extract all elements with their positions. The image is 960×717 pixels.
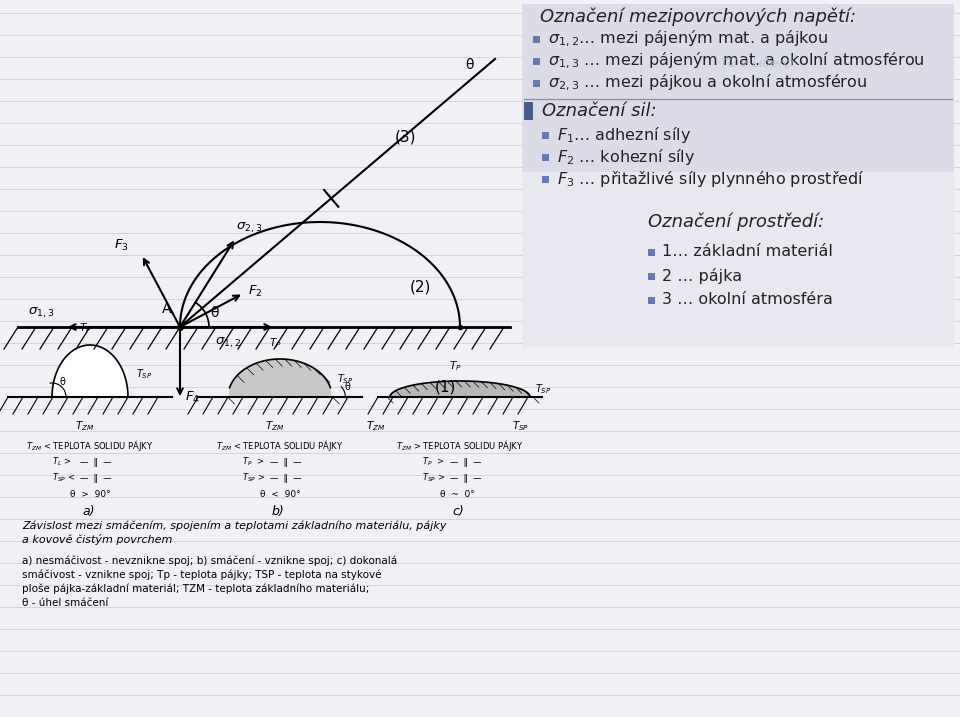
Text: θ  >  90°: θ > 90° [70, 490, 110, 499]
Text: $T_{ZM}$: $T_{ZM}$ [75, 419, 95, 433]
Text: $\sigma_{1,3}$: $\sigma_{1,3}$ [28, 305, 54, 320]
Text: $\sigma_{1,2}$… mezi pájeným mat. a pájkou: $\sigma_{1,2}$… mezi pájeným mat. a pájk… [548, 29, 828, 49]
Text: ploše pájka-základní materiál; TZM - teplota základního materiálu;: ploše pájka-základní materiál; TZM - tep… [22, 584, 370, 594]
Text: θ: θ [60, 377, 66, 387]
Text: $\sigma_{1,2}$: $\sigma_{1,2}$ [215, 336, 241, 350]
Text: $\sigma_{1,3}$ … mezi pájeným mat. a okolní atmosférou: $\sigma_{1,3}$ … mezi pájeným mat. a oko… [548, 51, 924, 71]
Text: —  ‖  —: — ‖ — [450, 458, 482, 467]
Text: $T_P$  >: $T_P$ > [422, 456, 444, 468]
Text: $T_{ZM}$: $T_{ZM}$ [366, 419, 385, 433]
Text: (3): (3) [395, 130, 417, 145]
Text: $T_{ZM}$ < TEPLOTA SOLIDU PÁJKY: $T_{ZM}$ < TEPLOTA SOLIDU PÁJKY [216, 438, 344, 453]
Bar [522, 172, 954, 347]
Text: A: A [162, 302, 172, 316]
Text: Označení mezipovrchových napětí:: Označení mezipovrchových napětí: [540, 8, 856, 27]
Text: 1… základní materiál: 1… základní materiál [662, 244, 833, 260]
Bar [524, 102, 533, 120]
Text: $T_P$: $T_P$ [448, 359, 462, 373]
Bar [648, 272, 655, 280]
Text: $F_4$: $F_4$ [185, 390, 200, 405]
Text: $T_{SP}$: $T_{SP}$ [512, 419, 529, 433]
Text: θ  <  90°: θ < 90° [260, 490, 300, 499]
Text: —  ‖  —: — ‖ — [80, 458, 111, 467]
Text: $T_P$: $T_P$ [79, 321, 91, 335]
Text: $T_P$: $T_P$ [269, 336, 281, 350]
Polygon shape [390, 381, 530, 397]
Text: —  ‖  —: — ‖ — [270, 458, 301, 467]
Polygon shape [229, 359, 330, 397]
Text: —  ‖  —: — ‖ — [270, 474, 301, 483]
Text: $\sigma_{2,3}$ … mezi pájkou a okolní atmosférou: $\sigma_{2,3}$ … mezi pájkou a okolní at… [548, 73, 867, 93]
Text: TU v Liberci: TU v Liberci [720, 57, 794, 70]
Text: c): c) [452, 505, 464, 518]
Text: (2): (2) [410, 280, 431, 295]
Text: Označení sil:: Označení sil: [542, 102, 657, 120]
Text: $T_{SP}$: $T_{SP}$ [535, 382, 551, 396]
Text: $F_3$ … přitažlivé síly plynného prostředí: $F_3$ … přitažlivé síly plynného prostře… [557, 169, 865, 189]
Bar [648, 297, 655, 303]
Text: $T_L$ >: $T_L$ > [52, 456, 71, 468]
Text: $F_3$: $F_3$ [113, 237, 129, 252]
Text: 2 … pájka: 2 … pájka [662, 268, 742, 284]
Text: $T_{ZM}$: $T_{ZM}$ [265, 419, 285, 433]
Text: b): b) [272, 505, 285, 518]
Text: —  ‖  —: — ‖ — [450, 474, 482, 483]
Bar [542, 153, 549, 161]
Text: $T_{SP}$: $T_{SP}$ [136, 367, 153, 381]
Text: θ: θ [210, 306, 219, 320]
Text: $F_2$ … kohezní síly: $F_2$ … kohezní síly [557, 147, 695, 167]
Text: —  ‖  —: — ‖ — [80, 474, 111, 483]
Text: $T_{SP}$ >: $T_{SP}$ > [422, 472, 445, 485]
Text: θ - úhel smáčení: θ - úhel smáčení [22, 598, 108, 608]
Text: $F_1$… adhezní síly: $F_1$… adhezní síly [557, 125, 691, 145]
Text: Závislost mezi smáčením, spojením a teplotami základního materiálu, pájky: Závislost mezi smáčením, spojením a tepl… [22, 521, 446, 531]
Text: $T_{ZM}$ > TEPLOTA SOLIDU PÁJKY: $T_{ZM}$ > TEPLOTA SOLIDU PÁJKY [396, 438, 523, 453]
Text: a kovově čistým povrchem: a kovově čistým povrchem [22, 534, 173, 545]
Text: $T_{ZM}$ < TEPLOTA SOLIDU PÁJKY: $T_{ZM}$ < TEPLOTA SOLIDU PÁJKY [27, 438, 154, 453]
Text: (1): (1) [435, 380, 456, 395]
Text: θ: θ [345, 382, 350, 392]
Text: Označení prostředí:: Označení prostředí: [648, 212, 825, 231]
Text: $T_{SP}$ >: $T_{SP}$ > [242, 472, 265, 485]
Text: θ: θ [465, 58, 473, 72]
Bar [648, 249, 655, 255]
Text: $F_2$: $F_2$ [248, 284, 262, 299]
Text: 3 … okolní atmosféra: 3 … okolní atmosféra [662, 293, 833, 308]
Text: smáčivost - vznikne spoj; Tp - teplota pájky; TSP - teplota na stykové: smáčivost - vznikne spoj; Tp - teplota p… [22, 569, 381, 580]
Bar [533, 80, 540, 87]
Text: a): a) [82, 505, 94, 518]
Bar [542, 176, 549, 183]
Text: $T_{SP}$ <: $T_{SP}$ < [52, 472, 76, 485]
Text: $T_{SP}$: $T_{SP}$ [337, 372, 353, 386]
Bar [522, 4, 954, 172]
Polygon shape [52, 345, 128, 397]
Text: $T_P$  >: $T_P$ > [242, 456, 264, 468]
Bar [533, 57, 540, 65]
Bar [542, 131, 549, 138]
Bar [533, 36, 540, 42]
Text: a) nesmáčivost - nevznikne spoj; b) smáčení - vznikne spoj; c) dokonalá: a) nesmáčivost - nevznikne spoj; b) smáč… [22, 556, 397, 566]
Text: $\sigma_{2,3}$: $\sigma_{2,3}$ [235, 221, 262, 235]
Text: θ  ~  0°: θ ~ 0° [440, 490, 475, 499]
